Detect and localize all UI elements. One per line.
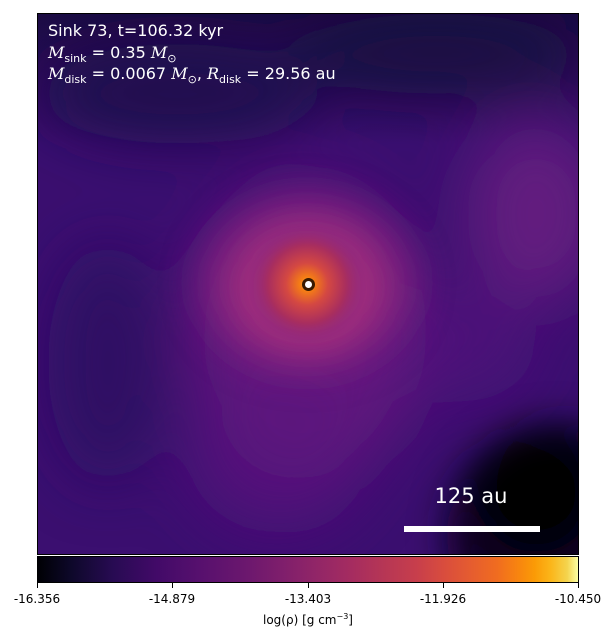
colorbar-label: log(ρ) [g cm−3] — [37, 612, 579, 627]
colorbar-tick — [37, 583, 38, 588]
colorbar-tick — [443, 583, 444, 588]
colorbar-tick-label: -11.926 — [419, 592, 467, 606]
density-image-panel: Sink 73, t=106.32 kyr Msink = 0.35 M⊙ Md… — [37, 13, 579, 555]
colorbar-label-suffix: ] — [348, 613, 353, 627]
colorbar-tick-label: -10.450 — [554, 592, 602, 606]
rdisk-unit: au — [315, 64, 336, 83]
scale-bar — [404, 526, 540, 532]
sink-mass-line: Msink = 0.35 M⊙ — [48, 43, 177, 65]
msink-unit: M — [150, 43, 168, 62]
mdisk-sub: disk — [64, 73, 87, 86]
msink-symbol: M — [48, 43, 65, 62]
mdisk-unit-sub: ⊙ — [187, 73, 197, 86]
colorbar-tick — [308, 583, 309, 588]
rdisk-value: = 29.56 — [246, 64, 311, 83]
colorbar-label-prefix: log(ρ) [g cm — [263, 613, 337, 627]
mdisk-unit: M — [171, 64, 188, 83]
sink-marker — [302, 278, 315, 291]
mdisk-symbol: M — [48, 64, 65, 83]
rdisk-sub: disk — [219, 73, 242, 86]
scale-bar-label: 125 au — [434, 484, 508, 508]
msink-value: = 0.35 — [91, 43, 146, 62]
colorbar-label-exponent: −3 — [336, 612, 349, 621]
msink-unit-sub: ⊙ — [167, 52, 177, 65]
colorbar-tick-label: -16.356 — [13, 592, 61, 606]
msink-sub: sink — [64, 52, 87, 65]
sink-info-line: Sink 73, t=106.32 kyr — [48, 23, 223, 39]
rdisk-symbol: R — [206, 64, 220, 83]
colorbar-tick-label: -13.403 — [284, 592, 332, 606]
mdisk-value: = 0.0067 — [91, 64, 167, 83]
disk-line: Mdisk = 0.0067 M⊙, Rdisk = 29.56 au — [48, 64, 336, 86]
colorbar-tick-label: -14.879 — [148, 592, 196, 606]
colorbar — [37, 556, 579, 583]
sink-title: Sink 73, t=106.32 kyr — [48, 21, 224, 40]
colorbar-tick — [578, 583, 579, 588]
colorbar-tick — [172, 583, 173, 588]
